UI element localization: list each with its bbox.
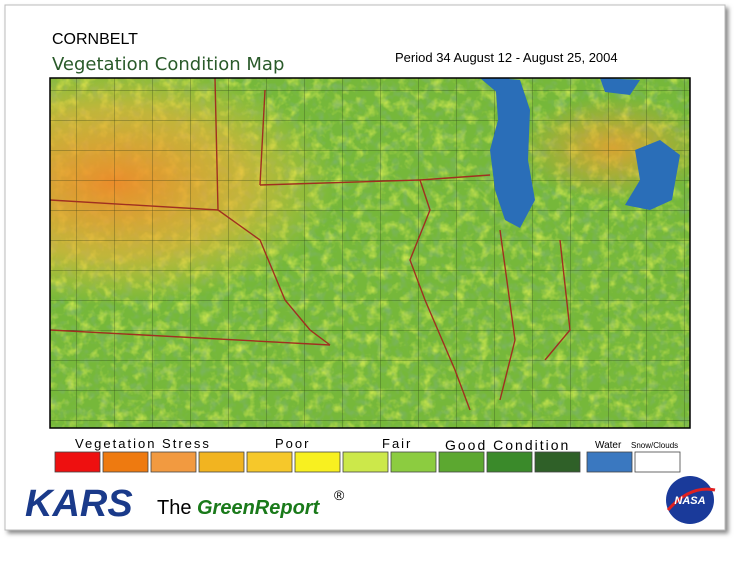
lake-huron [625, 140, 680, 210]
lake-michigan [490, 78, 535, 228]
swatch [486, 451, 533, 473]
state-lines [49, 77, 571, 411]
title: Vegetation Condition Map [52, 54, 284, 75]
legend-label: Snow/Clouds [631, 441, 678, 450]
swatch [586, 451, 633, 473]
registered: ® [334, 487, 345, 503]
the: The [157, 497, 191, 519]
green-report: GreenReport [197, 497, 321, 519]
legend-label: Good Condition [445, 437, 570, 453]
swatch [390, 451, 437, 473]
legend: Vegetation Stress Poor Fair Good Conditi… [54, 436, 681, 473]
swatch [294, 451, 341, 473]
swatch [102, 451, 149, 473]
brand: KARS [25, 483, 133, 525]
lake-superior [480, 78, 510, 95]
swatch [634, 451, 681, 473]
swatch [54, 451, 101, 473]
period: Period 34 August 12 - August 25, 2004 [395, 50, 618, 65]
swatch [342, 451, 389, 473]
region: CORNBELT [52, 31, 138, 48]
legend-label: Water [595, 440, 622, 451]
logo-text: NASA [674, 495, 705, 507]
swatch [438, 451, 485, 473]
swatch [534, 451, 581, 473]
swatch [246, 451, 293, 473]
swatch [198, 451, 245, 473]
legend-label: Vegetation Stress [75, 436, 211, 451]
nasa-logo: NASA [666, 476, 716, 524]
lake-huron-north [600, 78, 640, 95]
map [49, 77, 691, 429]
legend-label: Poor [275, 436, 310, 451]
swatch [150, 451, 197, 473]
legend-label: Fair [382, 436, 412, 451]
